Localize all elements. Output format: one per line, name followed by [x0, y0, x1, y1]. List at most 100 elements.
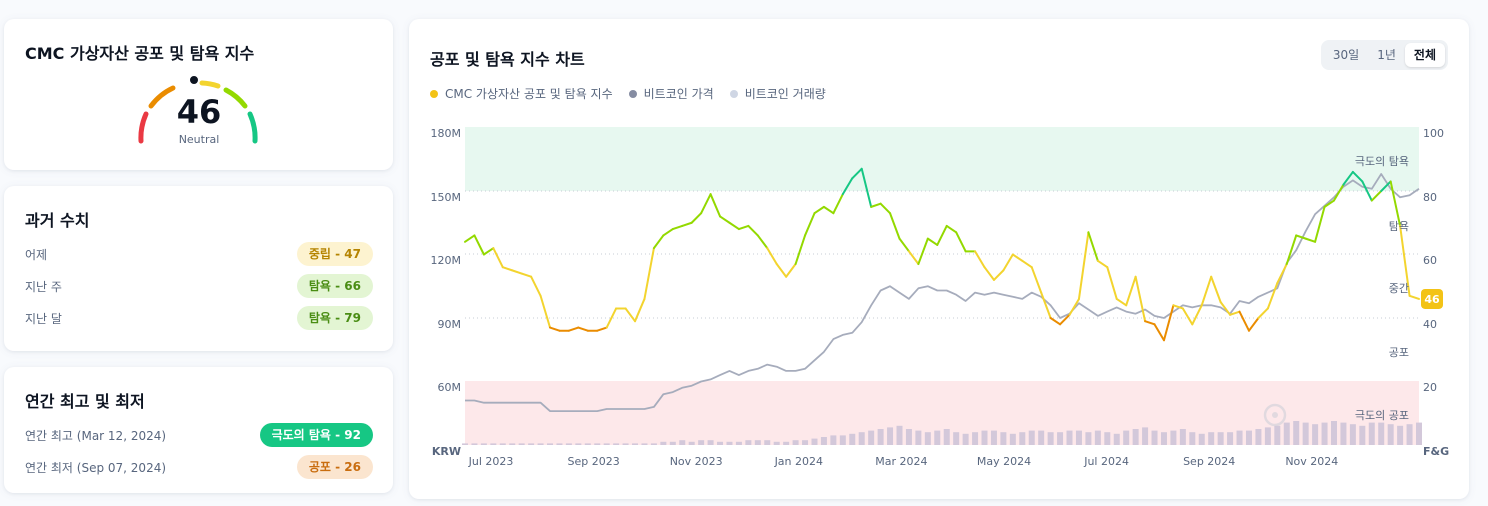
legend-label: CMC 가상자산 공포 및 탐욕 지수 — [445, 87, 613, 101]
current-value-badge: 46 — [1421, 288, 1443, 309]
fear-greed-gauge — [138, 74, 258, 144]
gauge-segment-fear — [148, 85, 176, 109]
volume-bar — [990, 430, 997, 445]
volume-bar — [820, 437, 827, 445]
fear-greed-segment — [1125, 275, 1137, 307]
fear-greed-segment — [1323, 199, 1335, 208]
volume-bar — [1113, 433, 1120, 445]
yearly-high-low-card: 연간 최고 및 최저 연간 최고 (Mar 12, 2024) 극도의 탐욕 -… — [4, 367, 393, 493]
zone-label: 공포 — [1389, 346, 1409, 359]
y-tick-right: 40 — [1423, 318, 1437, 331]
legend-item-fear-greed[interactable]: CMC 가상자산 공포 및 탐욕 지수 — [430, 85, 613, 102]
volume-bar — [1349, 424, 1356, 445]
legend-dot-icon — [729, 89, 738, 98]
fear-greed-segment — [1172, 304, 1184, 310]
range-1y-button[interactable]: 1년 — [1377, 48, 1396, 62]
fear-greed-segment — [917, 237, 929, 266]
volume-bar — [1283, 422, 1290, 445]
volume-bar — [565, 443, 572, 445]
volume-bar — [594, 443, 601, 445]
x-tick-label: Jan 2024 — [774, 455, 823, 468]
yearly-title: 연간 최고 및 최저 — [25, 392, 145, 411]
fear-greed-segment — [596, 326, 608, 332]
fear-greed-segment — [624, 307, 637, 323]
volume-bar — [518, 443, 525, 445]
volume-bar — [1000, 432, 1007, 445]
fear-greed-segment — [671, 224, 684, 231]
volume-bar — [641, 443, 648, 445]
fear-greed-segment — [870, 202, 882, 208]
yearly-row-label: 연간 최저 (Sep 07, 2024) — [25, 460, 167, 475]
y-tick-left: 60M — [438, 381, 462, 394]
fear-greed-segment — [737, 224, 750, 231]
fear-greed-segment — [1049, 317, 1062, 326]
volume-bar — [547, 443, 554, 445]
fear-greed-segment — [662, 228, 674, 237]
fear-greed-chart: 180M 150M 120M 90M 60M KRW 100 80 60 40 … — [431, 127, 1449, 468]
fear-greed-segment — [841, 177, 854, 196]
volume-bar — [764, 440, 771, 445]
fear-greed-segment — [652, 234, 665, 250]
fear-greed-segment — [775, 263, 788, 278]
yearly-row-badge: 극도의 탐욕 - 92 — [259, 423, 373, 447]
volume-bar — [839, 435, 846, 445]
fear-greed-segment — [1266, 282, 1279, 310]
y-tick-left: 120M — [431, 254, 462, 267]
volume-bar — [934, 430, 941, 445]
fear-greed-segment — [690, 212, 703, 224]
fear-greed-segment — [1144, 320, 1156, 326]
y-tick-right: 60 — [1423, 254, 1437, 267]
volume-bar — [1397, 425, 1404, 445]
fear-greed-segment — [1285, 234, 1298, 266]
fear-greed-segment — [719, 215, 731, 224]
legend-item-btc-volume[interactable]: 비트코인 거래량 — [729, 85, 826, 102]
volume-bar — [1057, 432, 1064, 445]
fear-greed-segment — [822, 205, 835, 215]
fear-greed-segment — [634, 297, 646, 323]
volume-bar — [1330, 421, 1337, 445]
volume-bar — [490, 443, 497, 445]
fear-greed-segment — [1257, 307, 1269, 319]
fear-greed-segment — [530, 275, 542, 297]
legend-dot-icon — [628, 89, 637, 98]
fear-greed-segment — [1106, 266, 1118, 300]
fear-greed-segment — [1077, 231, 1090, 300]
volume-bar — [1293, 421, 1300, 445]
fear-greed-segment — [700, 193, 712, 215]
volume-bar — [868, 430, 875, 445]
fear-greed-segment — [851, 167, 863, 180]
fear-greed-segment — [549, 326, 561, 332]
fear-greed-segment — [1380, 180, 1392, 192]
range-selector: 30일 1년 전체 — [1320, 40, 1448, 70]
volume-bar — [480, 443, 487, 445]
volume-bar — [1094, 430, 1101, 445]
volume-bar — [896, 425, 903, 445]
legend-item-btc-price[interactable]: 비트코인 가격 — [628, 85, 714, 102]
range-30d-button[interactable]: 30일 — [1332, 48, 1360, 62]
x-tick-label: Nov 2024 — [1285, 455, 1338, 468]
volume-bar — [1038, 430, 1045, 445]
historical-values-card: 과거 수치 어제 중립 - 47 지난 주 탐욕 - 66 지난 달 탐욕 - … — [4, 186, 393, 351]
volume-bar — [1170, 430, 1177, 445]
volume-bar — [1075, 430, 1082, 445]
fear-greed-segment — [1370, 190, 1383, 202]
range-all-button[interactable]: 전체 — [1404, 43, 1445, 67]
fear-greed-segment — [1295, 234, 1307, 240]
volume-bar — [1264, 427, 1271, 445]
yearly-row-badge: 공포 - 26 — [296, 455, 373, 479]
volume-bar — [1302, 422, 1309, 445]
fear-greed-segment — [709, 193, 722, 218]
x-axis: Jul 2023 Sep 2023 Nov 2023 Jan 2024 Mar 2024… — [468, 455, 1339, 468]
volume-bar — [1227, 432, 1234, 445]
fear-greed-chart-card: 공포 및 탐욕 지수 차트 30일 1년 전체 CMC 가상자산 공포 및 탐욕… — [409, 19, 1469, 499]
volume-bar — [1104, 432, 1111, 445]
volume-bar — [1132, 429, 1139, 445]
fear-greed-segment — [1002, 253, 1014, 272]
volume-bar — [962, 433, 969, 445]
zone-label: 극도의 탐욕 — [1355, 155, 1409, 168]
volume-bar — [735, 441, 742, 445]
gauge-indicator — [188, 74, 200, 86]
fear-greed-segment — [1191, 304, 1203, 326]
fear-greed-segment — [804, 212, 816, 237]
fear-greed-segment — [898, 237, 910, 253]
